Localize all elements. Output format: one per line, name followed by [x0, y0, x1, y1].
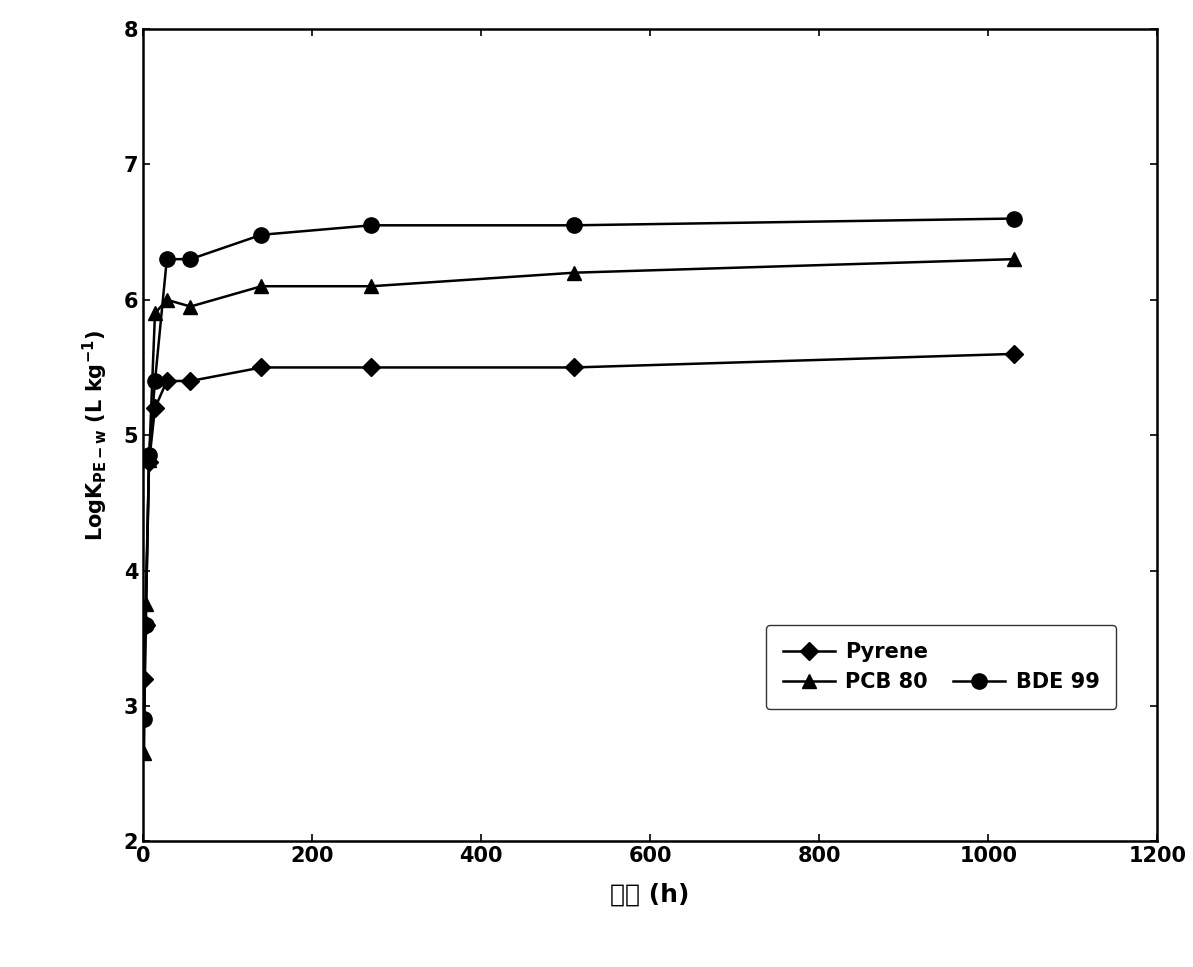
BDE 99 — [160, 253, 174, 265]
BDE 99 — [1007, 213, 1021, 224]
Pyrene — [137, 673, 152, 685]
Pyrene — [364, 362, 378, 373]
PCB 80 — [138, 599, 153, 610]
BDE 99 — [254, 229, 268, 241]
Pyrene — [142, 456, 156, 468]
Y-axis label: LogK$_\mathregular{PE-w}$ (L kg$^\mathregular{-1}$): LogK$_\mathregular{PE-w}$ (L kg$^\mathre… — [81, 330, 110, 541]
Pyrene — [138, 619, 153, 630]
X-axis label: 时间 (h): 时间 (h) — [611, 883, 690, 907]
BDE 99 — [137, 714, 152, 725]
BDE 99 — [567, 220, 581, 231]
Pyrene — [567, 362, 581, 373]
Legend: Pyrene, PCB 80, , BDE 99: Pyrene, PCB 80, , BDE 99 — [766, 626, 1117, 709]
Line: Pyrene: Pyrene — [137, 348, 1020, 685]
Pyrene — [160, 375, 174, 387]
BDE 99 — [138, 619, 153, 630]
Line: BDE 99: BDE 99 — [136, 211, 1021, 727]
Line: PCB 80: PCB 80 — [137, 252, 1020, 760]
PCB 80 — [160, 294, 174, 306]
PCB 80 — [148, 308, 162, 319]
PCB 80 — [142, 454, 156, 465]
Pyrene — [184, 375, 198, 387]
PCB 80 — [184, 301, 198, 312]
Pyrene — [148, 402, 162, 414]
PCB 80 — [364, 280, 378, 292]
PCB 80 — [567, 267, 581, 278]
PCB 80 — [137, 747, 152, 759]
BDE 99 — [148, 375, 162, 387]
BDE 99 — [364, 220, 378, 231]
BDE 99 — [184, 253, 198, 265]
BDE 99 — [142, 450, 156, 461]
Pyrene — [254, 362, 268, 373]
Pyrene — [1007, 348, 1021, 360]
PCB 80 — [1007, 253, 1021, 265]
PCB 80 — [254, 280, 268, 292]
